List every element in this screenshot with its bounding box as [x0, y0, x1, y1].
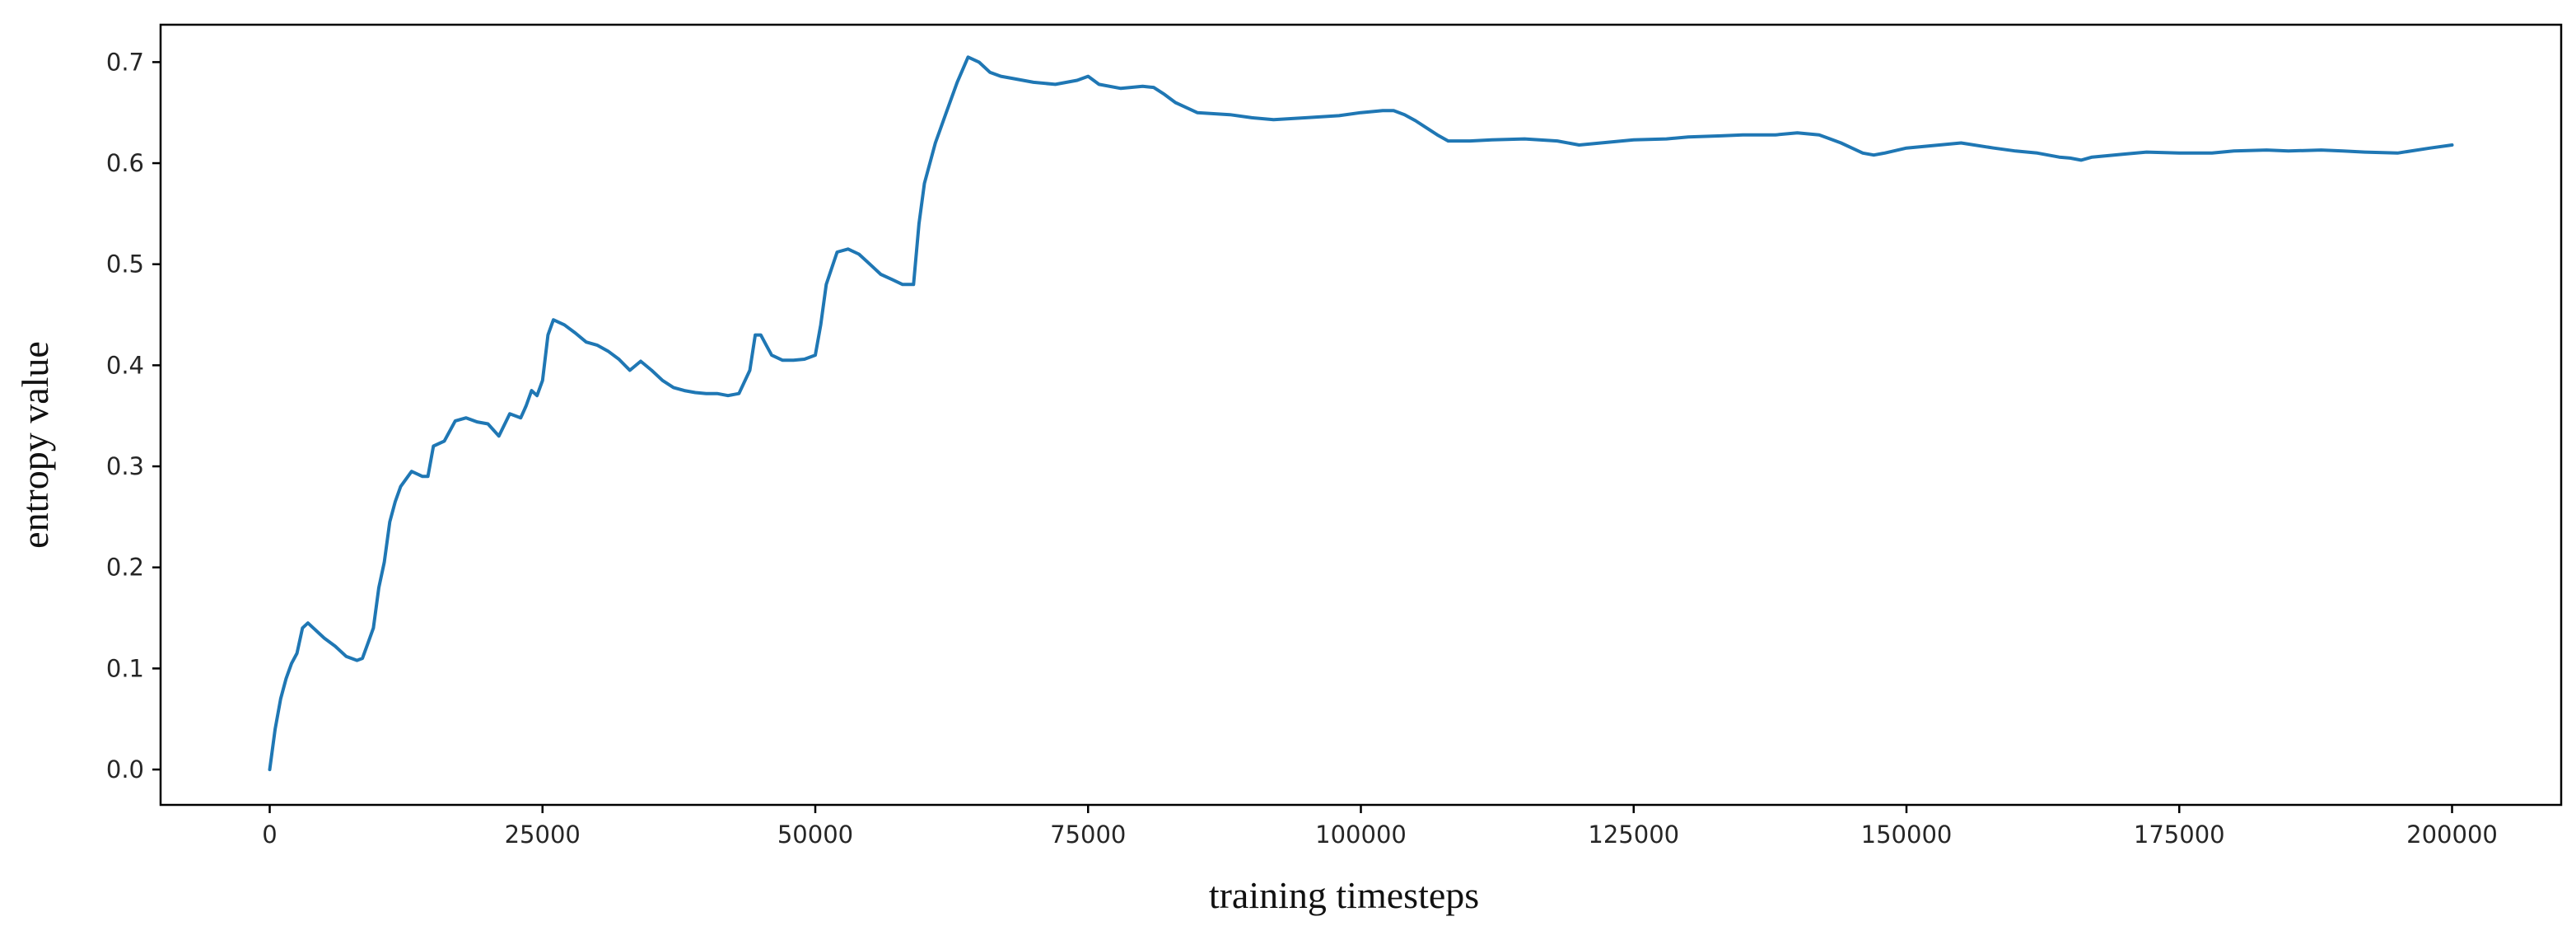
x-tick-label: 175000	[2134, 821, 2225, 849]
y-tick-label: 0.7	[106, 48, 144, 76]
plot-frame	[159, 23, 2563, 807]
y-tick-label: 0.0	[106, 755, 144, 783]
x-tick-label: 125000	[1588, 821, 1679, 849]
x-tick-label: 150000	[1861, 821, 1953, 849]
y-axis-title: entropy value	[14, 341, 56, 549]
y-tick-label: 0.3	[106, 452, 144, 480]
x-tick-label: 100000	[1315, 821, 1407, 849]
x-tick-label: 50000	[777, 821, 853, 849]
y-tick-label: 0.4	[106, 351, 144, 379]
x-tick-label: 0	[262, 821, 277, 849]
y-tick-label: 0.6	[106, 149, 144, 177]
x-axis-ticks: 0 25000 50000 75000 100000 125000 150000 175000…	[262, 805, 2498, 849]
series-layer	[268, 55, 2454, 772]
x-axis-title: training timesteps	[1209, 874, 1479, 916]
entropy-series-line	[268, 55, 2454, 772]
x-tick-label: 75000	[1050, 821, 1126, 849]
y-tick-label: 0.2	[106, 554, 144, 582]
x-tick-label: 25000	[505, 821, 581, 849]
y-axis-ticks: 0.0 0.1 0.2 0.3 0.4 0.5 0.6 0.7	[106, 48, 161, 783]
y-tick-label: 0.5	[106, 250, 144, 278]
y-tick-label: 0.1	[106, 654, 144, 682]
x-tick-label: 200000	[2406, 821, 2498, 849]
